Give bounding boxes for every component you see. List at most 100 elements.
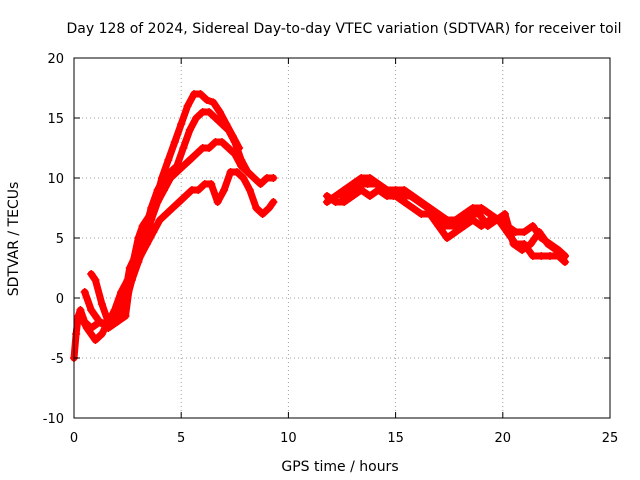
data-point: [224, 126, 233, 134]
data-point: [76, 312, 85, 320]
x-tick-label: 5: [177, 431, 185, 446]
series-track-3: [87, 138, 278, 326]
data-point: [97, 330, 106, 338]
data-point: [528, 252, 537, 260]
grid-lines: [74, 58, 610, 418]
data-point: [97, 300, 106, 308]
data-point: [175, 198, 184, 206]
data-point: [117, 288, 126, 296]
data-point: [196, 90, 205, 98]
data-point: [72, 330, 81, 338]
data-point: [209, 98, 218, 107]
data-point: [142, 240, 151, 248]
data-point: [211, 114, 220, 122]
data-point: [110, 306, 119, 314]
data-point: [224, 144, 233, 152]
data-point: [121, 300, 130, 308]
data-point: [177, 120, 186, 128]
data-point: [265, 204, 274, 212]
data-point: [155, 216, 164, 224]
x-axis-title: GPS time / hours: [281, 459, 398, 475]
data-point: [543, 240, 552, 248]
data-point: [121, 312, 130, 320]
data-point: [449, 222, 458, 230]
y-tick-label: -10: [43, 412, 64, 427]
data-point: [346, 186, 355, 194]
data-point: [217, 120, 226, 128]
data-point: [269, 174, 278, 182]
y-tick-label: 10: [47, 172, 64, 187]
data-point: [365, 192, 374, 200]
data-point: [162, 210, 171, 218]
data-point: [520, 228, 529, 236]
data-point: [160, 186, 169, 194]
data-point: [207, 180, 216, 188]
data-point: [415, 198, 424, 206]
data-point: [250, 174, 259, 182]
y-axis-title: SDTVAR / TECUs: [6, 182, 22, 297]
data-point: [389, 192, 398, 200]
data-point: [243, 168, 252, 176]
data-point: [170, 138, 179, 146]
data-point: [518, 246, 527, 254]
data-point: [237, 162, 246, 170]
data-point: [230, 138, 239, 146]
y-tick-label: 15: [47, 112, 64, 127]
data-point: [338, 192, 346, 200]
data-point: [256, 180, 265, 188]
data-point: [477, 204, 486, 212]
data-point: [340, 198, 349, 206]
data-point: [500, 210, 509, 218]
data-point: [483, 222, 492, 230]
data-point: [179, 144, 188, 152]
data-point: [87, 306, 96, 314]
data-point: [535, 228, 544, 236]
data-point: [432, 210, 441, 218]
data-point: [252, 204, 261, 212]
data-point: [183, 102, 192, 110]
data-point: [91, 276, 100, 284]
data-point: [232, 168, 241, 176]
data-point: [220, 186, 229, 194]
x-tick-label: 25: [602, 431, 619, 446]
data-point: [194, 186, 203, 194]
data-point: [239, 174, 248, 182]
data-point: [149, 228, 158, 236]
data-point: [153, 198, 162, 206]
data-point: [205, 144, 214, 152]
chart-title: Day 128 of 2024, Sidereal Day-to-day VTE…: [66, 21, 621, 37]
series-track-4: [76, 168, 278, 344]
x-tick-label: 20: [495, 431, 512, 446]
data-point: [130, 264, 139, 272]
data-point: [82, 324, 91, 332]
series-trace: [76, 168, 277, 344]
data-point: [398, 192, 407, 200]
series-track-7: [338, 180, 569, 260]
x-tick-label: 10: [280, 431, 297, 446]
data-point: [372, 180, 381, 188]
data-point: [104, 318, 113, 326]
data-point: [123, 276, 132, 284]
data-point: [417, 210, 426, 218]
x-tick-label: 0: [70, 431, 78, 446]
data-point: [348, 192, 357, 200]
x-axis-tick-labels: 0 5 10 15 20 25: [70, 431, 618, 446]
data-point: [443, 234, 452, 242]
data-point: [509, 240, 518, 248]
data-point: [245, 186, 254, 194]
data-series: [70, 90, 569, 362]
data-point: [460, 222, 469, 230]
data-point: [213, 198, 222, 206]
data-point: [136, 252, 145, 260]
data-point: [380, 186, 389, 194]
data-point: [408, 204, 417, 212]
data-point: [492, 216, 501, 224]
data-point: [475, 210, 484, 218]
data-point: [95, 318, 104, 326]
data-point: [192, 114, 201, 122]
data-point: [552, 246, 561, 254]
x-tick-label: 15: [387, 431, 404, 446]
data-point: [485, 210, 494, 218]
data-point: [80, 288, 89, 296]
